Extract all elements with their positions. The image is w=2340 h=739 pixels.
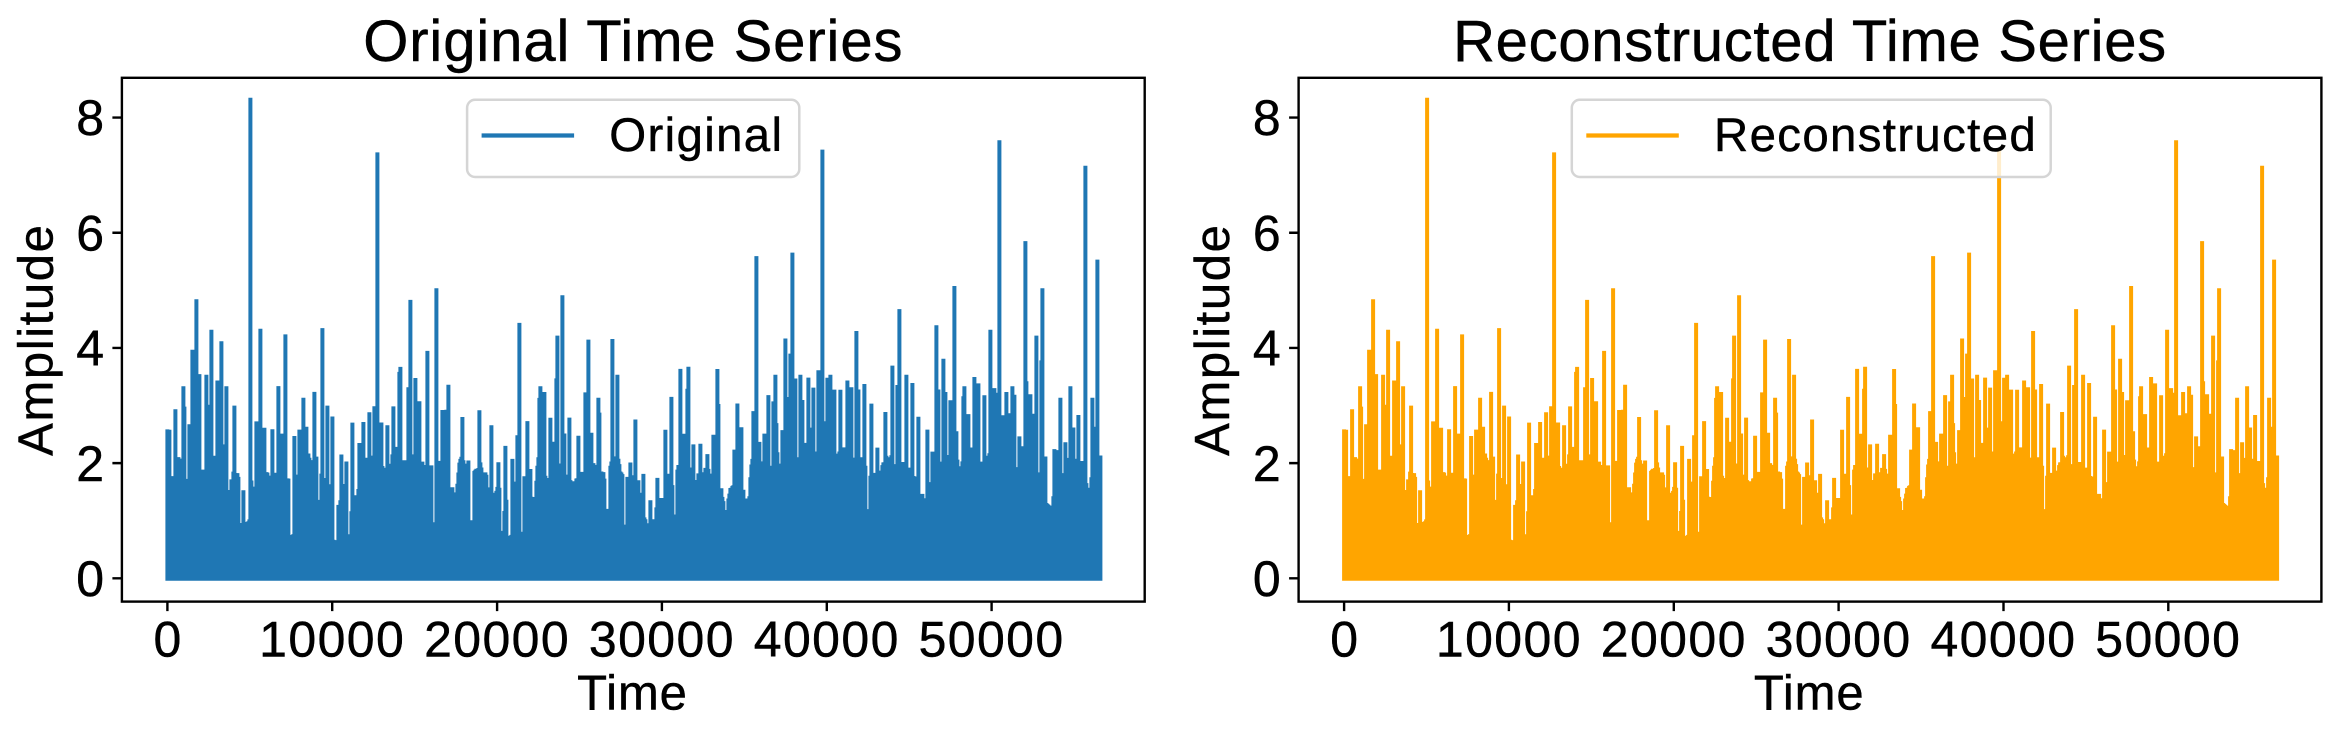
svg-text:6: 6	[1253, 205, 1281, 261]
svg-text:4: 4	[1253, 321, 1281, 377]
svg-text:0: 0	[1253, 551, 1281, 607]
svg-text:10000: 10000	[1436, 611, 1582, 667]
svg-text:6: 6	[76, 205, 104, 261]
svg-text:20000: 20000	[1601, 611, 1747, 667]
svg-text:40000: 40000	[1930, 611, 2076, 667]
svg-text:2: 2	[1253, 436, 1281, 492]
svg-text:30000: 30000	[589, 611, 735, 667]
svg-text:Amplitude: Amplitude	[9, 224, 63, 456]
svg-text:Time: Time	[1754, 667, 1865, 721]
svg-text:8: 8	[1253, 90, 1281, 146]
svg-text:30000: 30000	[1766, 611, 1912, 667]
svg-text:50000: 50000	[919, 611, 1065, 667]
svg-text:Reconstructed Time Series: Reconstructed Time Series	[1453, 9, 2167, 74]
svg-text:Original: Original	[609, 109, 783, 162]
svg-text:0: 0	[76, 551, 104, 607]
svg-text:Time: Time	[577, 667, 688, 721]
svg-text:8: 8	[76, 90, 104, 146]
svg-text:0: 0	[1330, 611, 1358, 667]
svg-text:0: 0	[153, 611, 181, 667]
svg-text:Original Time Series: Original Time Series	[363, 9, 903, 74]
svg-text:40000: 40000	[754, 611, 900, 667]
svg-text:Reconstructed: Reconstructed	[1714, 109, 2037, 162]
svg-text:Amplitude: Amplitude	[1186, 224, 1240, 456]
svg-text:20000: 20000	[424, 611, 570, 667]
svg-text:10000: 10000	[259, 611, 405, 667]
svg-text:4: 4	[76, 321, 104, 377]
svg-text:2: 2	[76, 436, 104, 492]
svg-text:50000: 50000	[2095, 611, 2241, 667]
